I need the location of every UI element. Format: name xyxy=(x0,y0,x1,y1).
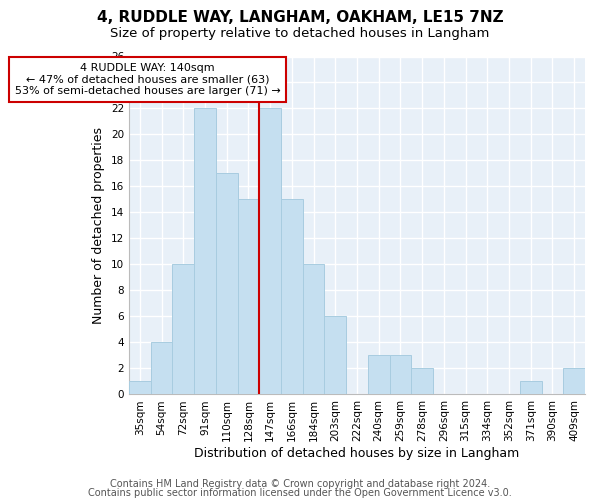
Text: 4 RUDDLE WAY: 140sqm
← 47% of detached houses are smaller (63)
53% of semi-detac: 4 RUDDLE WAY: 140sqm ← 47% of detached h… xyxy=(14,63,280,96)
Bar xyxy=(151,342,172,394)
Bar xyxy=(129,382,151,394)
Text: 4, RUDDLE WAY, LANGHAM, OAKHAM, LE15 7NZ: 4, RUDDLE WAY, LANGHAM, OAKHAM, LE15 7NZ xyxy=(97,10,503,25)
Bar xyxy=(368,356,389,395)
Bar xyxy=(194,108,216,395)
Text: Contains HM Land Registry data © Crown copyright and database right 2024.: Contains HM Land Registry data © Crown c… xyxy=(110,479,490,489)
Bar xyxy=(216,174,238,394)
Bar xyxy=(172,264,194,394)
Y-axis label: Number of detached properties: Number of detached properties xyxy=(92,127,106,324)
Text: Size of property relative to detached houses in Langham: Size of property relative to detached ho… xyxy=(110,28,490,40)
Bar xyxy=(325,316,346,394)
Text: Contains public sector information licensed under the Open Government Licence v3: Contains public sector information licen… xyxy=(88,488,512,498)
Bar xyxy=(520,382,542,394)
Bar xyxy=(563,368,585,394)
Bar xyxy=(259,108,281,395)
Bar xyxy=(281,200,303,394)
Bar xyxy=(389,356,412,395)
Bar xyxy=(238,200,259,394)
Bar xyxy=(412,368,433,394)
X-axis label: Distribution of detached houses by size in Langham: Distribution of detached houses by size … xyxy=(194,447,520,460)
Bar xyxy=(303,264,325,394)
